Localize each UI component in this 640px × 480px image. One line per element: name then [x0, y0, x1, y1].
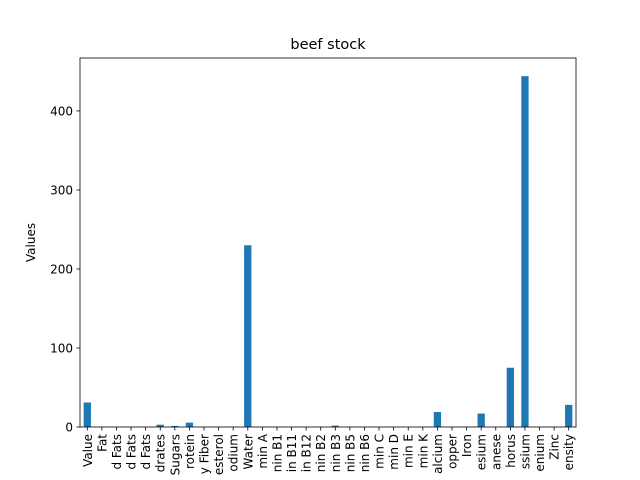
x-tick-label: nin B3 [329, 434, 343, 472]
bars-group [83, 76, 573, 427]
y-axis-label: Values [24, 223, 38, 262]
x-tick-label: min A [256, 433, 270, 468]
bar [244, 245, 252, 427]
x-tick-label: y Fiber [198, 434, 212, 474]
x-tick-label: Sugars [168, 434, 182, 475]
x-tick-label: in B11 [285, 434, 299, 472]
y-tick-label: 0 [65, 421, 73, 435]
x-tick-label: in B12 [300, 434, 314, 472]
x-tick-label: anese [489, 434, 503, 470]
x-tick-label: odium [227, 434, 241, 472]
x-tick-label: min K [416, 433, 430, 468]
bar [156, 424, 164, 427]
x-axis-ticks: Value Fat d Fats d Fats d Fats drates Sugars ro… [81, 427, 576, 475]
bar [331, 425, 339, 427]
bar [565, 404, 573, 427]
x-tick-label: nin B6 [358, 434, 372, 472]
y-tick-label: 200 [50, 262, 73, 276]
x-tick-label: alcium [431, 434, 445, 474]
x-tick-label: nin B1 [270, 434, 284, 472]
x-tick-label: d Fats [110, 434, 124, 470]
bar [83, 402, 91, 427]
x-tick-label: ensity [562, 434, 576, 470]
plot-frame [79, 57, 577, 428]
x-tick-label: Water [241, 434, 255, 470]
x-tick-label: min C [373, 434, 387, 469]
x-tick-label: esium [475, 434, 489, 470]
x-tick-label: d Fats [125, 434, 139, 470]
x-tick-label: ssium [518, 434, 532, 469]
x-tick-label: opper [446, 434, 460, 469]
x-tick-label: enium [533, 434, 547, 472]
x-tick-label: rotein [183, 434, 197, 469]
x-tick-label: Fat [95, 434, 109, 452]
x-tick-label: min E [402, 434, 416, 468]
x-tick-label: Value [81, 434, 95, 467]
x-tick-label: nin B5 [343, 434, 357, 472]
bar [521, 76, 529, 427]
bar [171, 425, 179, 427]
bar [477, 413, 485, 427]
x-tick-label: esterol [212, 434, 226, 475]
y-axis-ticks: 0 100 200 300 400 [50, 104, 80, 435]
y-tick-label: 300 [50, 183, 73, 197]
y-tick-label: 400 [50, 104, 73, 118]
x-tick-label: d Fats [139, 434, 153, 470]
x-tick-label: min D [387, 434, 401, 470]
bar [433, 411, 442, 427]
x-tick-label: horus [504, 434, 518, 468]
bar [185, 422, 194, 427]
bar [506, 367, 514, 427]
chart-title: beef stock [290, 37, 366, 53]
y-tick-label: 100 [50, 341, 73, 355]
x-tick-label: Zinc [548, 434, 562, 460]
x-tick-label: Iron [460, 434, 474, 457]
x-tick-label: nin B2 [314, 434, 328, 472]
x-tick-label: drates [154, 434, 168, 472]
